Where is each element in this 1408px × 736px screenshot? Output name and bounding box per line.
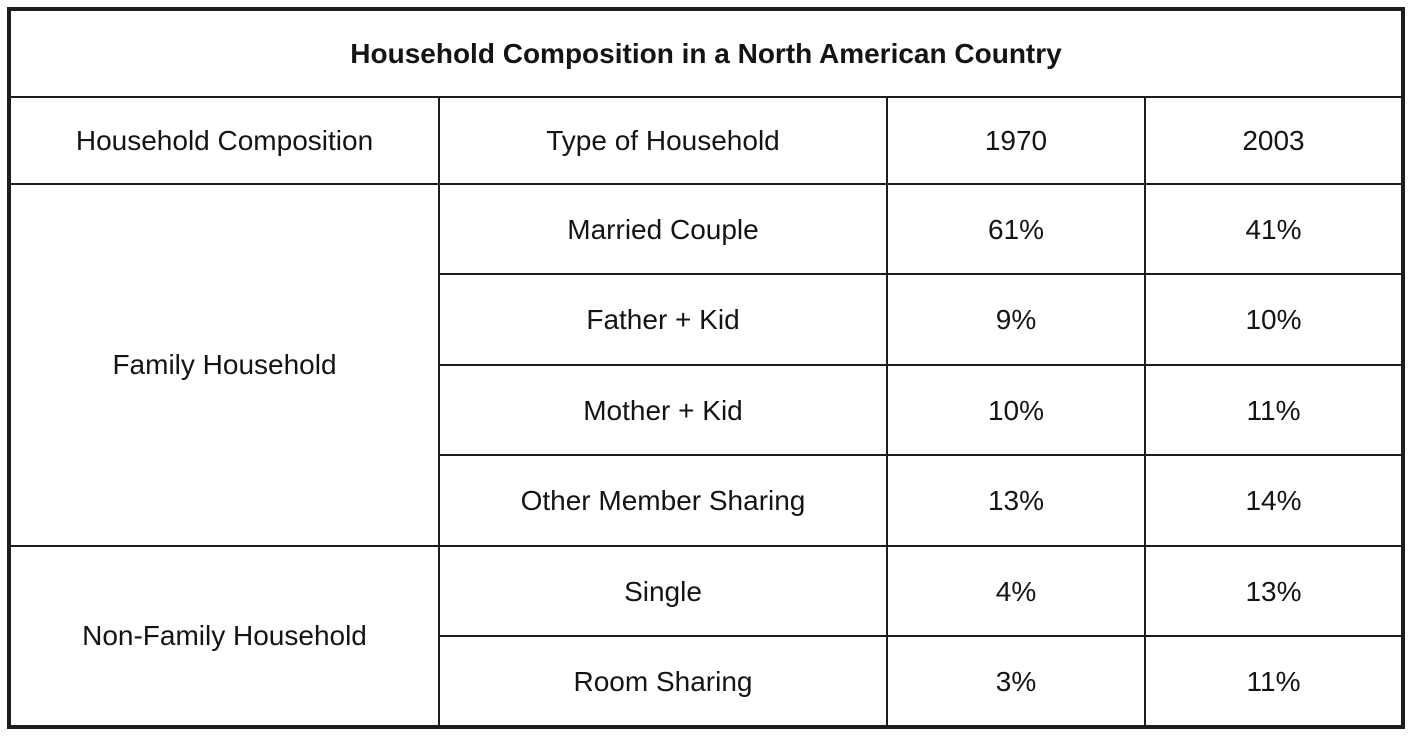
column-header-type-of-household: Type of Household <box>438 96 888 185</box>
table-row: Family Household Married Couple 61% 41% <box>8 182 1404 547</box>
value-2003-cell: 10% <box>1144 273 1404 366</box>
group-label-non-family-household: Non-Family Household <box>8 544 440 729</box>
column-header-1970: 1970 <box>886 96 1146 185</box>
table-row: Non-Family Household Single 4% 13% <box>8 544 1404 729</box>
table-row: Mother + Kid 10% 11% <box>9 363 1404 457</box>
value-1970-cell: 3% <box>886 635 1146 728</box>
value-1970-cell: 13% <box>886 454 1146 547</box>
value-1970-cell: 10% <box>886 363 1146 457</box>
value-2003-cell: 11% <box>1144 635 1404 728</box>
column-header-household-composition: Household Composition <box>8 96 440 185</box>
value-1970-cell: 9% <box>886 273 1146 366</box>
table-row: Father + Kid 9% 10% <box>9 273 1404 366</box>
value-1970-cell: 4% <box>886 544 1146 638</box>
group-label-family-household: Family Household <box>8 182 440 547</box>
type-cell: Married Couple <box>438 182 888 276</box>
data-table: Household Composition in a North America… <box>7 7 1405 729</box>
table-header-row: Household Composition Type of Household … <box>8 96 1404 185</box>
type-cell: Single <box>438 544 888 638</box>
value-2003-cell: 41% <box>1144 182 1404 276</box>
table-row: Other Member Sharing 13% 14% <box>9 454 1404 547</box>
type-cell: Father + Kid <box>438 273 888 366</box>
column-header-2003: 2003 <box>1144 96 1404 185</box>
table-title: Household Composition in a North America… <box>8 7 1404 99</box>
household-composition-table: Household Composition in a North America… <box>7 7 1405 729</box>
type-cell: Room Sharing <box>438 635 888 728</box>
value-1970-cell: 61% <box>886 182 1146 276</box>
value-2003-cell: 13% <box>1144 544 1404 638</box>
type-cell: Mother + Kid <box>438 363 888 457</box>
value-2003-cell: 14% <box>1144 454 1404 547</box>
table-row: Room Sharing 3% 11% <box>9 635 1404 728</box>
table-row: Household Composition in a North America… <box>8 7 1404 99</box>
type-cell: Other Member Sharing <box>438 454 888 547</box>
value-2003-cell: 11% <box>1144 363 1404 457</box>
